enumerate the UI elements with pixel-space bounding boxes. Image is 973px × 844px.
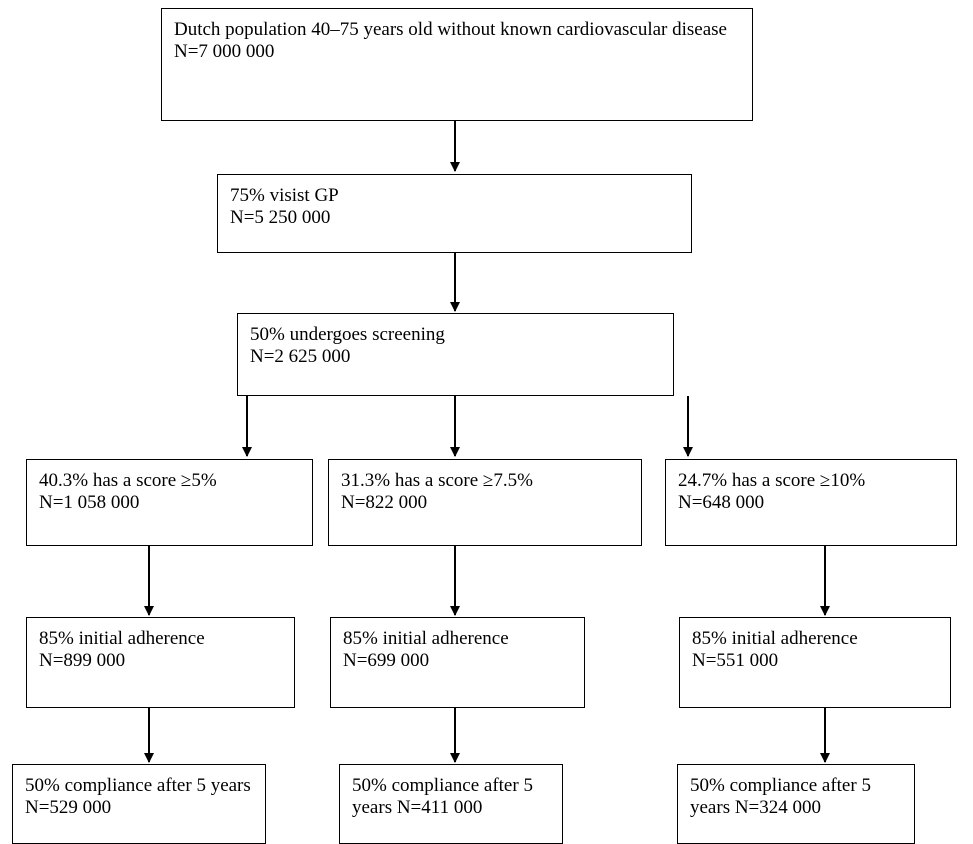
adherence-count-3: N=551 000	[692, 650, 779, 671]
adherence-box-1: 85% initial adherence N=899 000	[26, 617, 295, 708]
score-text-3: 24.7% has a score ≥10%	[678, 470, 866, 491]
population-count: N=7 000 000	[174, 41, 275, 62]
score-box-2: 31.3% has a score ≥7.5% N=822 000	[328, 459, 642, 546]
compliance-box-1: 50% compliance after 5 years N=529 000	[12, 764, 266, 844]
adherence-count-1: N=899 000	[39, 650, 126, 671]
visit-gp-text: 75% visist GP	[230, 185, 339, 206]
score-count-3: N=648 000	[678, 492, 765, 513]
adherence-box-3: 85% initial adherence N=551 000	[679, 617, 951, 708]
adherence-text-3: 85% initial adherence	[692, 628, 858, 649]
screening-text: 50% undergoes screening	[250, 324, 445, 345]
score-count-1: N=1 058 000	[39, 492, 140, 513]
visit-gp-box: 75% visist GP N=5 250 000	[217, 174, 692, 253]
screening-count: N=2 625 000	[250, 346, 351, 367]
score-count-2: N=822 000	[341, 492, 428, 513]
visit-gp-count: N=5 250 000	[230, 207, 331, 228]
score-box-3: 24.7% has a score ≥10% N=648 000	[665, 459, 957, 546]
screening-box: 50% undergoes screening N=2 625 000	[237, 313, 674, 396]
compliance-text-3: 50% compliance after 5 years N=324 000	[690, 775, 871, 818]
adherence-text-2: 85% initial adherence	[343, 628, 509, 649]
adherence-text-1: 85% initial adherence	[39, 628, 205, 649]
compliance-text-2: 50% compliance after 5 years N=411 000	[352, 775, 533, 818]
score-text-2: 31.3% has a score ≥7.5%	[341, 470, 533, 491]
population-box: Dutch population 40–75 years old without…	[161, 8, 753, 121]
population-text: Dutch population 40–75 years old without…	[174, 19, 727, 40]
adherence-box-2: 85% initial adherence N=699 000	[330, 617, 585, 708]
compliance-box-2: 50% compliance after 5 years N=411 000	[339, 764, 563, 844]
adherence-count-2: N=699 000	[343, 650, 430, 671]
compliance-text-1: 50% compliance after 5 years N=529 000	[25, 775, 251, 818]
score-box-1: 40.3% has a score ≥5% N=1 058 000	[26, 459, 313, 546]
compliance-box-3: 50% compliance after 5 years N=324 000	[677, 764, 915, 844]
score-text-1: 40.3% has a score ≥5%	[39, 470, 217, 491]
